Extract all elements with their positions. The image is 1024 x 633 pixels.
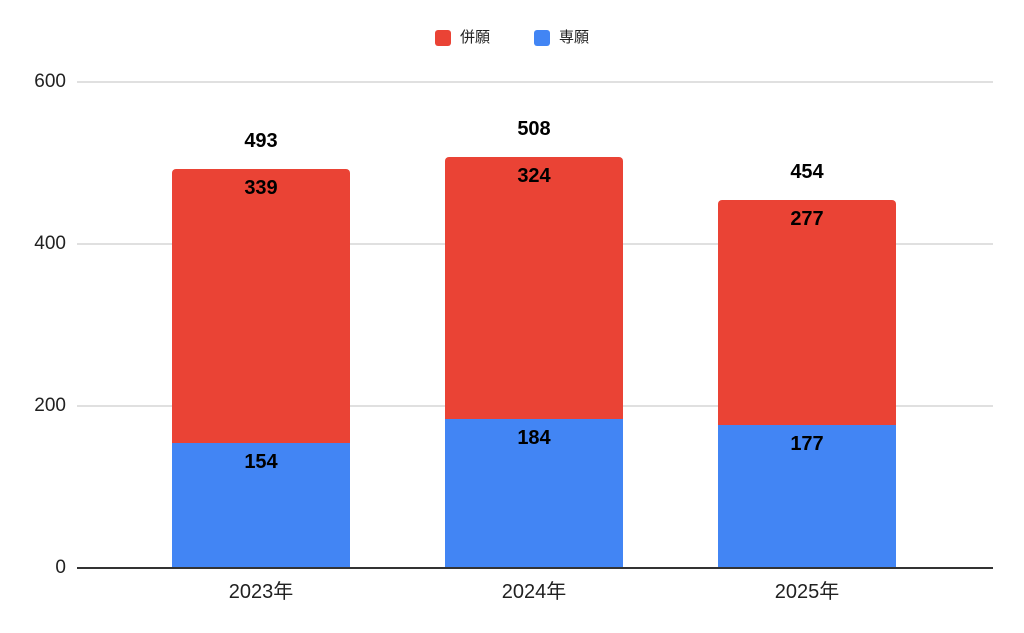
gridline	[77, 81, 993, 83]
x-axis-category-label: 2025年	[774, 581, 840, 603]
bar-segment-series-0-cat-2	[718, 424, 896, 568]
chart-legend: 併願 専願	[0, 30, 1024, 46]
segment-value-label: 277	[790, 208, 824, 231]
legend-item-0: 併願	[434, 29, 490, 46]
x-axis-line	[77, 567, 993, 569]
segment-value-label: 154	[244, 451, 278, 474]
x-axis-category-label: 2023年	[228, 581, 294, 603]
bar-segment-series-0-cat-1	[445, 418, 623, 568]
y-axis-tick-label: 0	[55, 557, 66, 578]
bar-segment-series-1-cat-0	[172, 168, 350, 444]
bar-segment-series-1-cat-1	[445, 156, 623, 419]
x-axis-category-label: 2024年	[501, 581, 567, 603]
segment-value-label: 324	[517, 164, 551, 187]
segment-value-label: 177	[790, 432, 824, 455]
y-axis-tick-label: 200	[34, 395, 66, 416]
y-axis-tick-label: 400	[34, 233, 66, 254]
legend-label: 併願	[459, 29, 490, 46]
total-value-label: 508	[517, 117, 551, 140]
legend-swatch-icon	[534, 30, 550, 46]
segment-value-label: 184	[517, 426, 551, 449]
segment-value-label: 339	[244, 176, 278, 199]
legend-label: 専願	[559, 29, 590, 46]
total-value-label: 454	[790, 161, 824, 184]
bar-segment-series-1-cat-2	[718, 200, 896, 425]
legend-item-1: 専願	[534, 30, 589, 46]
bar-segment-series-0-cat-0	[172, 443, 350, 568]
total-value-label: 493	[244, 129, 278, 152]
y-axis-tick-label: 600	[34, 71, 66, 92]
legend-swatch-icon	[434, 30, 451, 46]
